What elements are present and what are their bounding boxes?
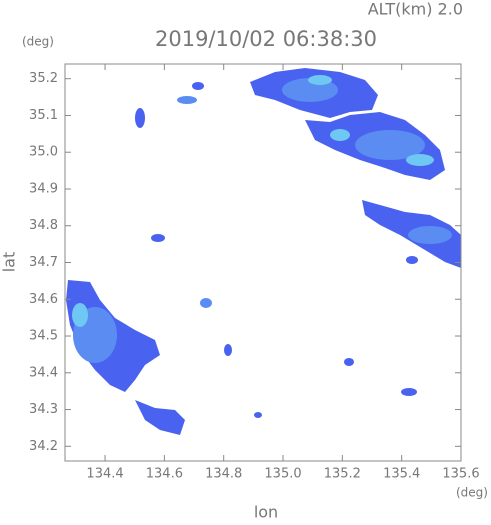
x-tick-label: 134.6	[146, 467, 183, 482]
y-tick-label: 35.2	[29, 71, 58, 86]
radar-echo	[135, 108, 145, 128]
radar-echo	[135, 400, 185, 435]
radar-echo	[200, 298, 212, 308]
radar-echo	[355, 130, 425, 160]
radar-echo	[177, 96, 197, 104]
x-tick-label: 134.4	[86, 467, 123, 482]
y-tick-label: 35.1	[29, 108, 58, 123]
x-tick-label: 134.8	[205, 467, 242, 482]
x-tick-label: 135.0	[264, 467, 301, 482]
x-tick-label: 135.4	[383, 467, 420, 482]
radar-echoes	[66, 68, 461, 435]
y-tick-label: 34.9	[29, 181, 58, 196]
y-axis-label: lat	[0, 252, 19, 273]
y-tick-label: 35.0	[29, 145, 58, 160]
chart-subtitle: ALT(km) 2.0	[368, 0, 463, 19]
radar-echo	[406, 154, 434, 166]
radar-echo	[72, 303, 88, 327]
y-tick-label: 34.3	[29, 402, 58, 417]
y-tick-label: 34.4	[29, 365, 58, 380]
radar-echo	[224, 344, 232, 356]
x-tick-label: 135.2	[324, 467, 361, 482]
y-tick-label: 34.6	[29, 292, 58, 307]
x-tick-label: 135.6	[442, 467, 479, 482]
radar-echo	[192, 82, 204, 90]
y-tick-label: 34.2	[29, 439, 58, 454]
y-tick-label: 34.7	[29, 255, 58, 270]
x-axis-label: lon	[254, 503, 278, 522]
radar-echo	[254, 412, 262, 418]
y-tick-label: 34.8	[29, 218, 58, 233]
radar-echo	[308, 75, 332, 85]
radar-echo	[330, 129, 350, 141]
radar-echo	[406, 256, 418, 264]
y-unit: (deg)	[22, 35, 54, 49]
radar-echo	[151, 234, 165, 242]
radar-echo	[344, 358, 354, 366]
chart-title: 2019/10/02 06:38:30	[155, 27, 377, 51]
radar-echo	[408, 226, 452, 244]
radar-echo	[401, 388, 417, 396]
y-tick-label: 34.5	[29, 329, 58, 344]
x-unit: (deg)	[456, 486, 488, 500]
